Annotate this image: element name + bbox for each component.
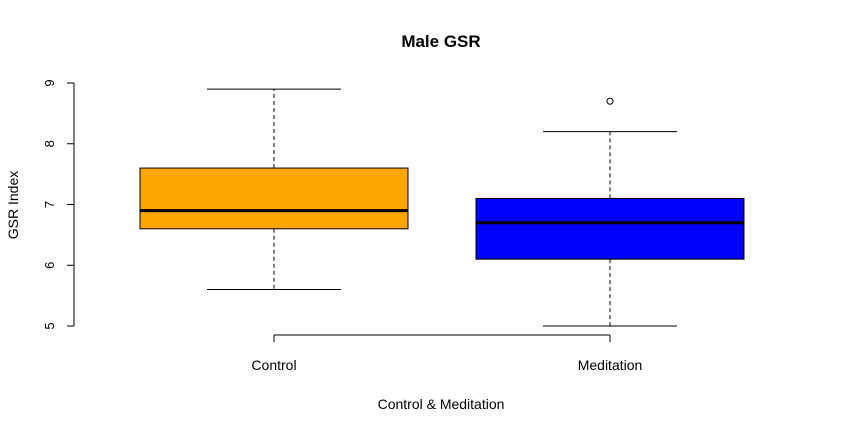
y-tick-label: 7 bbox=[42, 201, 57, 208]
y-axis-label: GSR Index bbox=[5, 171, 21, 239]
x-tick-label: Control bbox=[251, 357, 296, 373]
box-meditation bbox=[475, 97, 745, 327]
chart-title: Male GSR bbox=[401, 32, 480, 51]
box-control bbox=[139, 88, 409, 291]
box-rect bbox=[475, 197, 745, 260]
boxes bbox=[139, 88, 745, 327]
y-tick-label: 6 bbox=[42, 262, 57, 269]
y-tick-label: 5 bbox=[42, 322, 57, 329]
axes: 5 6 7 8 9 Control Meditation bbox=[42, 79, 642, 373]
box-rect bbox=[139, 167, 409, 230]
y-tick-label: 9 bbox=[42, 79, 57, 86]
y-tick-label: 8 bbox=[42, 140, 57, 147]
outlier-point bbox=[606, 97, 614, 105]
x-axis-label: Control & Meditation bbox=[378, 396, 505, 412]
x-tick-label: Meditation bbox=[578, 357, 643, 373]
